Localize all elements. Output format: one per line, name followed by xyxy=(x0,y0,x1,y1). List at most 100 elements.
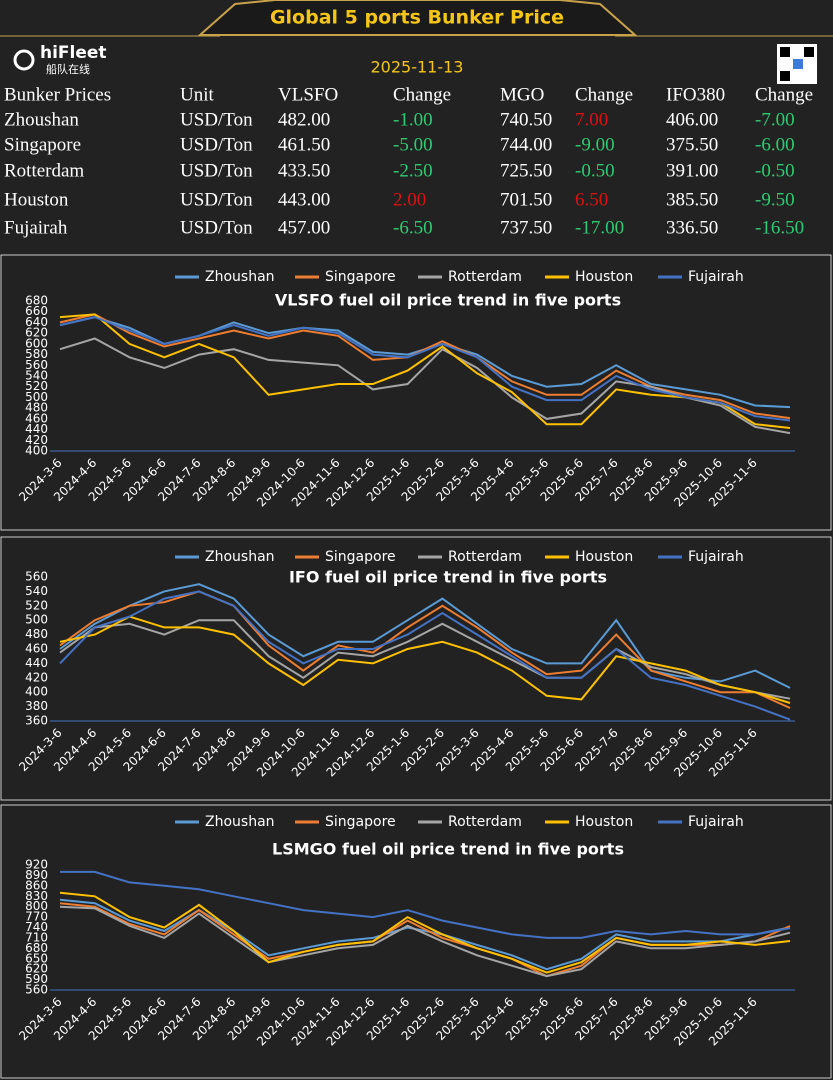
series-line xyxy=(59,898,791,971)
table-cell: 433.50 xyxy=(278,160,330,181)
table-cell: 406.00 xyxy=(666,109,718,130)
table-cell: 482.00 xyxy=(278,109,330,130)
table-cell: -7.00 xyxy=(755,109,795,130)
table-header: VLSFO xyxy=(278,84,338,105)
legend-label: Zhoushan xyxy=(205,549,275,565)
chart-title: LSMGO fuel oil price trend in five ports xyxy=(272,840,624,859)
logo-text: hiFleet xyxy=(40,43,107,63)
table-cell: -6.50 xyxy=(393,217,433,238)
table-header: MGO xyxy=(500,84,544,105)
y-tick-label: 710 xyxy=(25,930,48,944)
qr-finder xyxy=(804,47,814,57)
y-tick-label: 560 xyxy=(25,358,48,372)
y-tick-label: 580 xyxy=(25,347,48,361)
legend-label: Singapore xyxy=(325,269,396,285)
table-header: Change xyxy=(575,84,633,105)
chart-panel xyxy=(0,254,832,531)
series-line xyxy=(59,316,791,422)
table-cell: -9.50 xyxy=(755,189,795,210)
port-name: Rotterdam xyxy=(4,160,84,181)
y-tick-label: 740 xyxy=(25,920,48,934)
series-line xyxy=(59,590,791,721)
y-tick-label: 400 xyxy=(25,444,48,458)
table-cell: 443.00 xyxy=(278,189,330,210)
table-cell: 461.50 xyxy=(278,134,330,155)
series-line xyxy=(59,891,791,974)
table-header: Change xyxy=(393,84,451,105)
y-tick-label: 500 xyxy=(25,390,48,404)
port-name: Fujairah xyxy=(4,217,68,238)
series-line xyxy=(59,337,791,435)
y-tick-label: 770 xyxy=(25,910,48,924)
table-cell: 725.50 xyxy=(500,160,552,181)
series-line xyxy=(59,313,791,420)
series-line xyxy=(59,590,791,709)
y-tick-label: 520 xyxy=(25,379,48,393)
table-cell: -9.00 xyxy=(575,134,615,155)
y-tick-label: 480 xyxy=(25,627,48,641)
legend-label: Fujairah xyxy=(688,814,744,830)
table-cell: USD/Ton xyxy=(180,134,253,155)
legend-label: Singapore xyxy=(325,549,396,565)
table-cell: 375.50 xyxy=(666,134,718,155)
legend-label: Zhoushan xyxy=(205,814,275,830)
table-cell: USD/Ton xyxy=(180,217,253,238)
logo: hiFleet 船队在线 xyxy=(13,43,107,76)
chart-title: IFO fuel oil price trend in five ports xyxy=(289,568,607,587)
qr-code xyxy=(777,44,817,84)
series-line xyxy=(59,313,791,429)
legend-label: Houston xyxy=(575,814,633,830)
table-cell: 744.00 xyxy=(500,134,552,155)
page-title: Global 5 ports Bunker Price xyxy=(270,7,564,29)
y-tick-label: 480 xyxy=(25,401,48,415)
table-cell: 385.50 xyxy=(666,189,718,210)
port-name: Houston xyxy=(4,189,69,210)
y-tick-label: 560 xyxy=(25,570,48,584)
port-name: Singapore xyxy=(4,134,81,155)
table-cell: 391.00 xyxy=(666,160,718,181)
series-line xyxy=(59,583,791,689)
legend-label: Rotterdam xyxy=(448,269,522,285)
y-tick-label: 800 xyxy=(25,899,48,913)
y-tick-label: 500 xyxy=(25,613,48,627)
table-cell: -17.00 xyxy=(575,217,624,238)
y-tick-label: 420 xyxy=(25,670,48,684)
y-tick-label: 360 xyxy=(25,714,48,728)
y-tick-label: 920 xyxy=(25,858,48,872)
table-cell: 701.50 xyxy=(500,189,552,210)
y-tick-label: 600 xyxy=(25,336,48,350)
y-tick-label: 590 xyxy=(25,972,48,986)
table-header: Change xyxy=(755,84,813,105)
logo-sub: 船队在线 xyxy=(46,62,90,76)
y-tick-label: 620 xyxy=(25,326,48,340)
table-cell: 737.50 xyxy=(500,217,552,238)
y-tick-label: 650 xyxy=(25,951,48,965)
y-tick-label: 830 xyxy=(25,889,48,903)
qr-finder xyxy=(780,47,790,57)
legend-label: Houston xyxy=(575,269,633,285)
table-header: Unit xyxy=(180,84,215,105)
table-cell: 336.50 xyxy=(666,217,718,238)
series-line xyxy=(59,615,791,704)
table-cell: 6.50 xyxy=(575,189,608,210)
table-cell: -5.00 xyxy=(393,134,433,155)
table-cell: 2.00 xyxy=(393,189,426,210)
legend-label: Zhoushan xyxy=(205,269,275,285)
y-tick-label: 380 xyxy=(25,699,48,713)
y-tick-label: 860 xyxy=(25,878,48,892)
port-name: Zhoushan xyxy=(4,109,79,130)
y-tick-label: 460 xyxy=(25,642,48,656)
table-header: Bunker Prices xyxy=(4,84,111,105)
legend-label: Houston xyxy=(575,549,633,565)
table-cell: -1.00 xyxy=(393,109,433,130)
legend-label: Rotterdam xyxy=(448,814,522,830)
y-tick-label: 540 xyxy=(25,369,48,383)
y-tick-label: 680 xyxy=(25,941,48,955)
y-tick-label: 520 xyxy=(25,598,48,612)
table-cell: -0.50 xyxy=(575,160,615,181)
legend-label: Fujairah xyxy=(688,269,744,285)
y-tick-label: 440 xyxy=(25,656,48,670)
chart-panel xyxy=(0,536,832,801)
table-cell: 457.00 xyxy=(278,217,330,238)
